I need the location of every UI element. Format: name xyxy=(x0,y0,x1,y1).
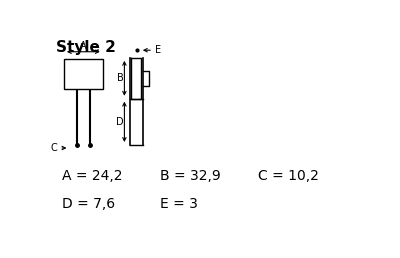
Text: E = 3: E = 3 xyxy=(160,197,198,211)
Text: D: D xyxy=(116,117,124,127)
Text: D = 7,6: D = 7,6 xyxy=(62,197,116,211)
Text: Style 2: Style 2 xyxy=(56,40,116,55)
Text: E: E xyxy=(155,45,161,55)
Bar xyxy=(64,59,103,90)
Text: C: C xyxy=(50,143,57,153)
Text: A: A xyxy=(80,41,87,51)
Text: B: B xyxy=(117,73,124,83)
Text: B = 32,9: B = 32,9 xyxy=(160,169,221,183)
Text: C = 10,2: C = 10,2 xyxy=(258,169,318,183)
Text: A = 24,2: A = 24,2 xyxy=(62,169,123,183)
